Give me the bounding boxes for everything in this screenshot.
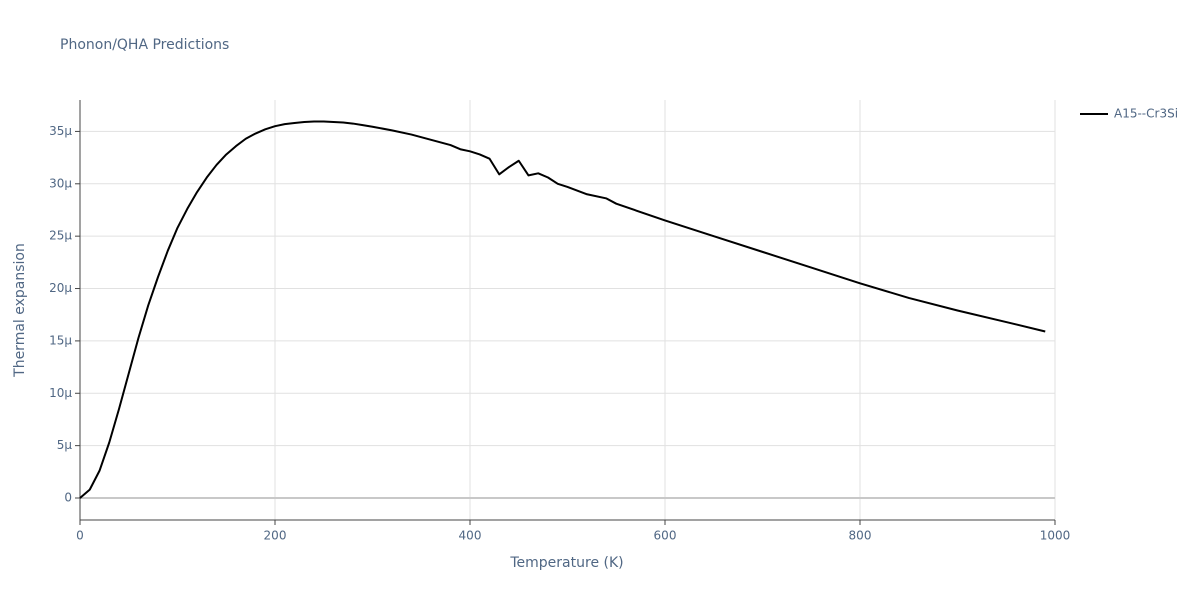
x-tick-label: 0 [76,529,84,543]
x-tick-label: 400 [459,529,482,543]
y-tick-label: 10µ [49,386,72,400]
x-tick-label: 1000 [1040,529,1071,543]
y-tick-label: 0 [64,491,72,505]
y-axis-title: Thermal expansion [12,243,28,378]
x-tick-label: 800 [849,529,872,543]
data-line [79,120,1046,499]
chart-title: Phonon/QHA Predictions [60,37,229,53]
y-tick-label: 25µ [49,229,72,243]
y-tick-label: 5µ [57,438,73,452]
x-tick-label: 600 [654,529,677,543]
y-tick-label: 20µ [49,281,72,295]
y-tick-label: 30µ [49,176,72,190]
x-tick-label: 200 [264,529,287,543]
x-axis-title: Temperature (K) [509,555,623,571]
y-tick-label: 35µ [49,124,72,138]
y-tick-label: 15µ [49,333,72,347]
legend-label: A15--Cr3Si [1114,107,1178,121]
